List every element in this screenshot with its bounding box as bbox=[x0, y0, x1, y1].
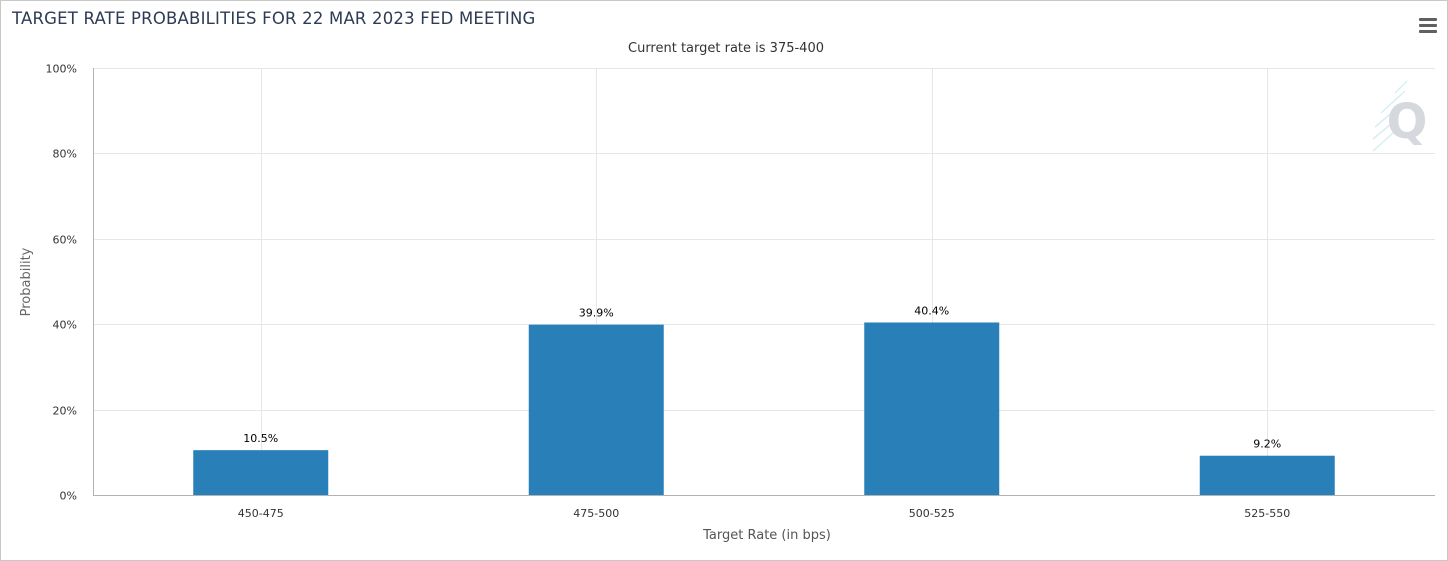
chart-title: TARGET RATE PROBABILITIES FOR 22 MAR 202… bbox=[12, 9, 536, 28]
x-tick-label: 500-525 bbox=[909, 507, 955, 520]
bar-475-500[interactable] bbox=[528, 324, 664, 495]
data-label: 39.9% bbox=[579, 307, 614, 320]
bar-500-525[interactable] bbox=[864, 322, 1000, 495]
data-labels: 10.5% 39.9% 40.4% 9.2% bbox=[243, 304, 1281, 450]
y-axis-tick-labels: 0% 20% 40% 60% 80% 100% bbox=[46, 63, 77, 503]
y-axis-title: Probability bbox=[19, 247, 34, 316]
data-label: 10.5% bbox=[243, 432, 278, 445]
y-tick-label: 40% bbox=[53, 319, 77, 332]
bars bbox=[193, 322, 1335, 495]
y-tick-label: 0% bbox=[60, 490, 77, 503]
x-tick-label: 475-500 bbox=[573, 507, 619, 520]
data-label: 9.2% bbox=[1253, 438, 1281, 451]
x-axis-tick-labels: 450-475 475-500 500-525 525-550 bbox=[238, 507, 1290, 520]
q-logo-watermark: Q bbox=[1372, 80, 1428, 152]
x-tick-label: 450-475 bbox=[238, 507, 284, 520]
y-tick-label: 20% bbox=[53, 405, 77, 418]
chart-subtitle: Current target rate is 375-400 bbox=[628, 41, 824, 56]
bar-525-550[interactable] bbox=[1199, 455, 1335, 495]
x-axis-title: Target Rate (in bps) bbox=[702, 528, 831, 543]
bar-450-475[interactable] bbox=[193, 450, 329, 495]
gridlines bbox=[93, 68, 1435, 495]
watermark-q-text: Q bbox=[1387, 94, 1428, 150]
y-tick-label: 80% bbox=[53, 148, 77, 161]
y-tick-label: 60% bbox=[53, 234, 77, 247]
hamburger-menu-icon[interactable] bbox=[1418, 17, 1438, 33]
x-tick-label: 525-550 bbox=[1244, 507, 1290, 520]
y-tick-label: 100% bbox=[46, 63, 77, 76]
data-label: 40.4% bbox=[914, 304, 949, 317]
